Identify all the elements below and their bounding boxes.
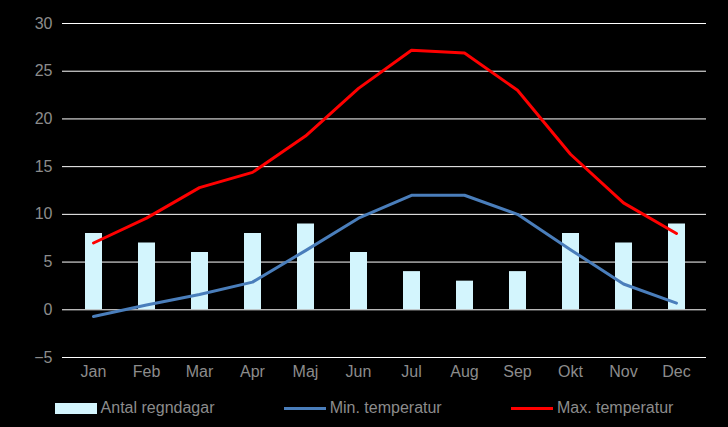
svg-text:0: 0 <box>44 301 53 318</box>
svg-text:25: 25 <box>35 62 53 79</box>
svg-text:15: 15 <box>35 158 53 175</box>
svg-text:Jul: Jul <box>401 363 421 380</box>
svg-text:Aug: Aug <box>450 363 478 380</box>
svg-text:Okt: Okt <box>558 363 583 380</box>
svg-text:Jun: Jun <box>346 363 372 380</box>
svg-text:Nov: Nov <box>609 363 637 380</box>
svg-text:5: 5 <box>44 253 53 270</box>
svg-text:−5: −5 <box>34 349 52 366</box>
html-text:Antal regndagar: Antal regndagar <box>100 399 215 416</box>
svg-text:Dec: Dec <box>662 363 690 380</box>
svg-text:10: 10 <box>35 205 53 222</box>
html-text:Min. temperatur: Min. temperatur <box>329 399 442 416</box>
svg-text:Feb: Feb <box>133 363 161 380</box>
svg-text:Maj: Maj <box>293 363 319 380</box>
svg-text:Sep: Sep <box>503 363 532 380</box>
svg-text:20: 20 <box>35 110 53 127</box>
svg-text:Mar: Mar <box>186 363 214 380</box>
html-text:Max. temperatur: Max. temperatur <box>556 399 674 416</box>
svg-text:Apr: Apr <box>240 363 266 380</box>
svg-text:Jan: Jan <box>81 363 107 380</box>
svg-text:30: 30 <box>35 15 53 32</box>
